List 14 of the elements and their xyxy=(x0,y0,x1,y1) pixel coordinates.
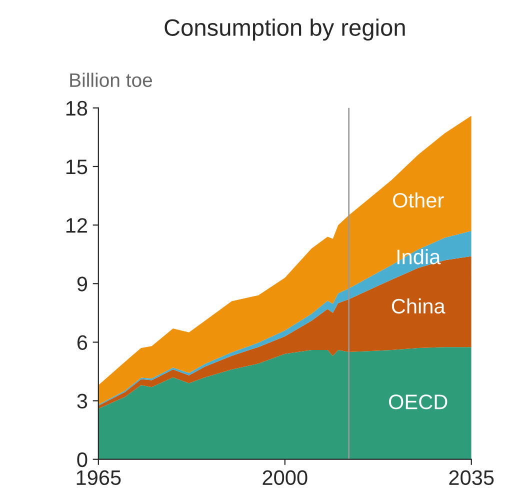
y-tick-label: 3 xyxy=(77,394,88,409)
y-tick-label: 9 xyxy=(77,276,88,292)
chart-title: Consumption by region xyxy=(164,18,405,41)
y-tick-label: 15 xyxy=(66,160,88,174)
y-tick-label: 12 xyxy=(66,218,87,233)
y-tick-label: 0 xyxy=(77,452,88,468)
y-tick-label: 18 xyxy=(66,100,88,116)
x-tick-label: 2035 xyxy=(449,470,494,486)
x-tick-label: 2000 xyxy=(262,470,308,486)
y-tick-label: 6 xyxy=(77,335,88,350)
series-label: Other xyxy=(393,192,444,208)
y-axis-title: Billion toe xyxy=(70,72,152,88)
x-tick-label: 1965 xyxy=(76,470,121,486)
series-label: China xyxy=(392,298,446,314)
